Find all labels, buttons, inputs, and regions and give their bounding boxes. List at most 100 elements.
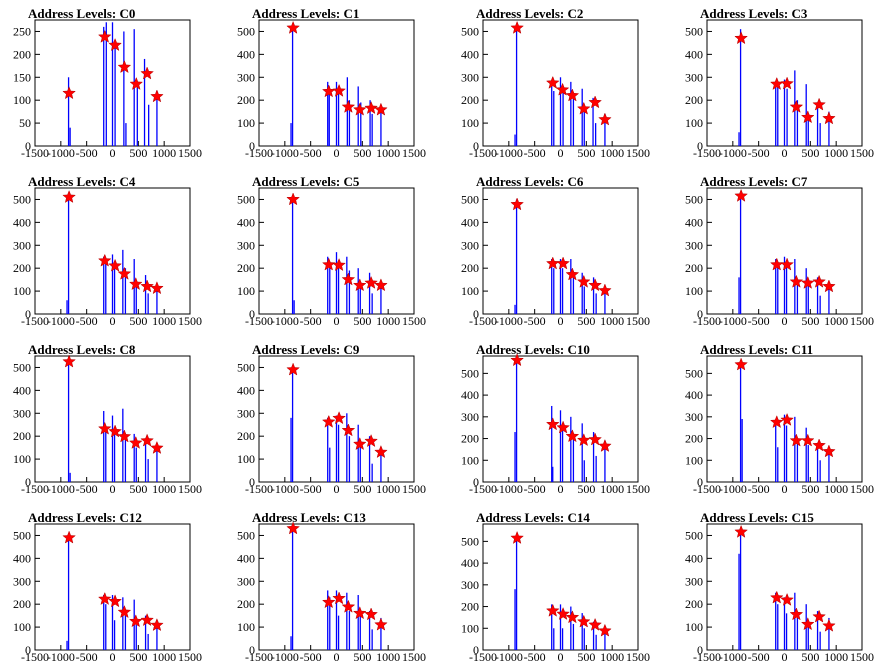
x-tick-label: 1500 (178, 482, 202, 496)
x-tick-label: 500 (801, 482, 819, 496)
peak-marker (769, 415, 784, 429)
y-tick-label: 100 (237, 452, 255, 466)
peak-marker (812, 438, 826, 452)
x-tick-label: 1500 (850, 146, 874, 160)
peak-marker (117, 605, 132, 619)
histogram-panel: 0 100 200 300 400 500 -1500 -1000 -500 0 500 1000 15… (448, 168, 672, 336)
x-tick-label: 1500 (850, 314, 874, 328)
y-tick-label: 500 (237, 192, 255, 206)
y-tick-label: 100 (685, 453, 703, 467)
x-tick-label: 500 (129, 482, 147, 496)
x-tick-label: 1500 (178, 146, 202, 160)
x-tick-label: 1500 (402, 314, 426, 328)
peak-marker (140, 279, 154, 293)
x-tick-label: 0 (334, 146, 340, 160)
peak-marker (800, 110, 815, 124)
y-tick-label: 100 (461, 284, 479, 298)
x-tick-label: -1500 (693, 146, 721, 160)
x-tick-label: 1500 (178, 650, 202, 664)
panel-title: Address Levels: C15 (700, 510, 814, 525)
x-tick-label: -1000 (271, 146, 299, 160)
peak-marker (734, 31, 748, 45)
peak-marker (545, 75, 560, 89)
peak-marker (789, 99, 804, 113)
y-tick-label: 500 (461, 24, 479, 38)
panel-title: Address Levels: C0 (28, 6, 136, 21)
peak-marker (117, 429, 132, 443)
peak-marker (769, 590, 784, 604)
panel-title: Address Levels: C2 (476, 6, 584, 21)
peak-marker (510, 530, 524, 544)
y-tick-label: 100 (685, 116, 703, 130)
x-tick-label: 1000 (824, 146, 848, 160)
peak-marker (555, 82, 570, 96)
peak-marker (789, 274, 804, 288)
x-tick-label: -1500 (469, 482, 497, 496)
y-tick-label: 300 (461, 238, 479, 252)
y-tick-label: 100 (13, 93, 31, 107)
x-tick-label: -1000 (47, 314, 75, 328)
histogram-plot: 0 100 200 300 400 500 -1500-1000 -500 0 500 1000 15… (237, 19, 426, 160)
x-tick-label: 1500 (626, 650, 650, 664)
x-tick-label: 0 (782, 314, 788, 328)
panel-title: Address Levels: C3 (700, 6, 808, 21)
x-tick-label: 500 (353, 650, 371, 664)
y-tick-label: 300 (237, 406, 255, 420)
y-tick-label: 100 (237, 620, 255, 634)
peak-marker (117, 266, 132, 280)
peak-marker (588, 278, 602, 292)
x-tick-label: -1500 (245, 482, 273, 496)
x-tick-label: -1000 (495, 650, 523, 664)
x-tick-label: -500 (748, 650, 770, 664)
x-tick-label: -1500 (21, 650, 49, 664)
x-tick-label: -500 (524, 482, 546, 496)
x-tick-label: 1000 (600, 482, 624, 496)
y-tick-label: 300 (685, 70, 703, 84)
x-tick-label: -1500 (693, 482, 721, 496)
y-tick-label: 300 (461, 70, 479, 84)
peak-marker (769, 257, 784, 271)
y-tick-label: 500 (461, 534, 479, 548)
x-tick-label: -1000 (495, 146, 523, 160)
x-tick-label: -500 (76, 650, 98, 664)
x-tick-label: -500 (524, 314, 546, 328)
histogram-plot: 0 100 200 300 400 500 -1500-1000 -500 0 500 1000 15… (237, 187, 426, 328)
y-tick-label: 200 (685, 597, 703, 611)
peak-marker (789, 607, 804, 621)
y-tick-label: 200 (13, 261, 31, 275)
y-tick-label: 400 (685, 551, 703, 565)
peak-marker (545, 417, 560, 431)
peak-marker (576, 614, 591, 628)
x-tick-label: -1500 (469, 146, 497, 160)
x-tick-label: -1500 (245, 314, 273, 328)
x-tick-label: -500 (748, 146, 770, 160)
panel-title: Address Levels: C10 (476, 342, 590, 357)
x-tick-label: 1000 (376, 482, 400, 496)
x-tick-label: 500 (577, 314, 595, 328)
peak-marker (510, 353, 524, 367)
y-tick-label: 400 (237, 551, 255, 565)
histogram-panel: 0 100 200 300 400 500 -1500 -1000 -500 0 500 1000 15… (224, 0, 448, 168)
peak-marker (352, 102, 367, 116)
x-tick-label: 0 (782, 650, 788, 664)
x-tick-label: -1500 (693, 314, 721, 328)
peak-marker (374, 445, 388, 459)
peak-marker (576, 433, 591, 447)
x-tick-label: 1000 (152, 314, 176, 328)
peak-marker (822, 618, 836, 632)
y-tick-label: 100 (237, 284, 255, 298)
x-tick-label: -500 (300, 650, 322, 664)
y-tick-label: 0 (25, 139, 31, 153)
y-tick-label: 250 (13, 24, 31, 38)
y-tick-label: 300 (461, 410, 479, 424)
y-tick-label: 400 (461, 215, 479, 229)
y-tick-label: 100 (461, 453, 479, 467)
peak-marker (576, 274, 591, 288)
x-tick-label: -1000 (271, 314, 299, 328)
y-tick-label: 500 (685, 24, 703, 38)
x-tick-label: -1000 (47, 146, 75, 160)
y-tick-label: 200 (685, 261, 703, 275)
x-tick-label: 0 (558, 650, 564, 664)
y-tick-label: 0 (249, 307, 255, 321)
x-tick-label: 0 (782, 482, 788, 496)
